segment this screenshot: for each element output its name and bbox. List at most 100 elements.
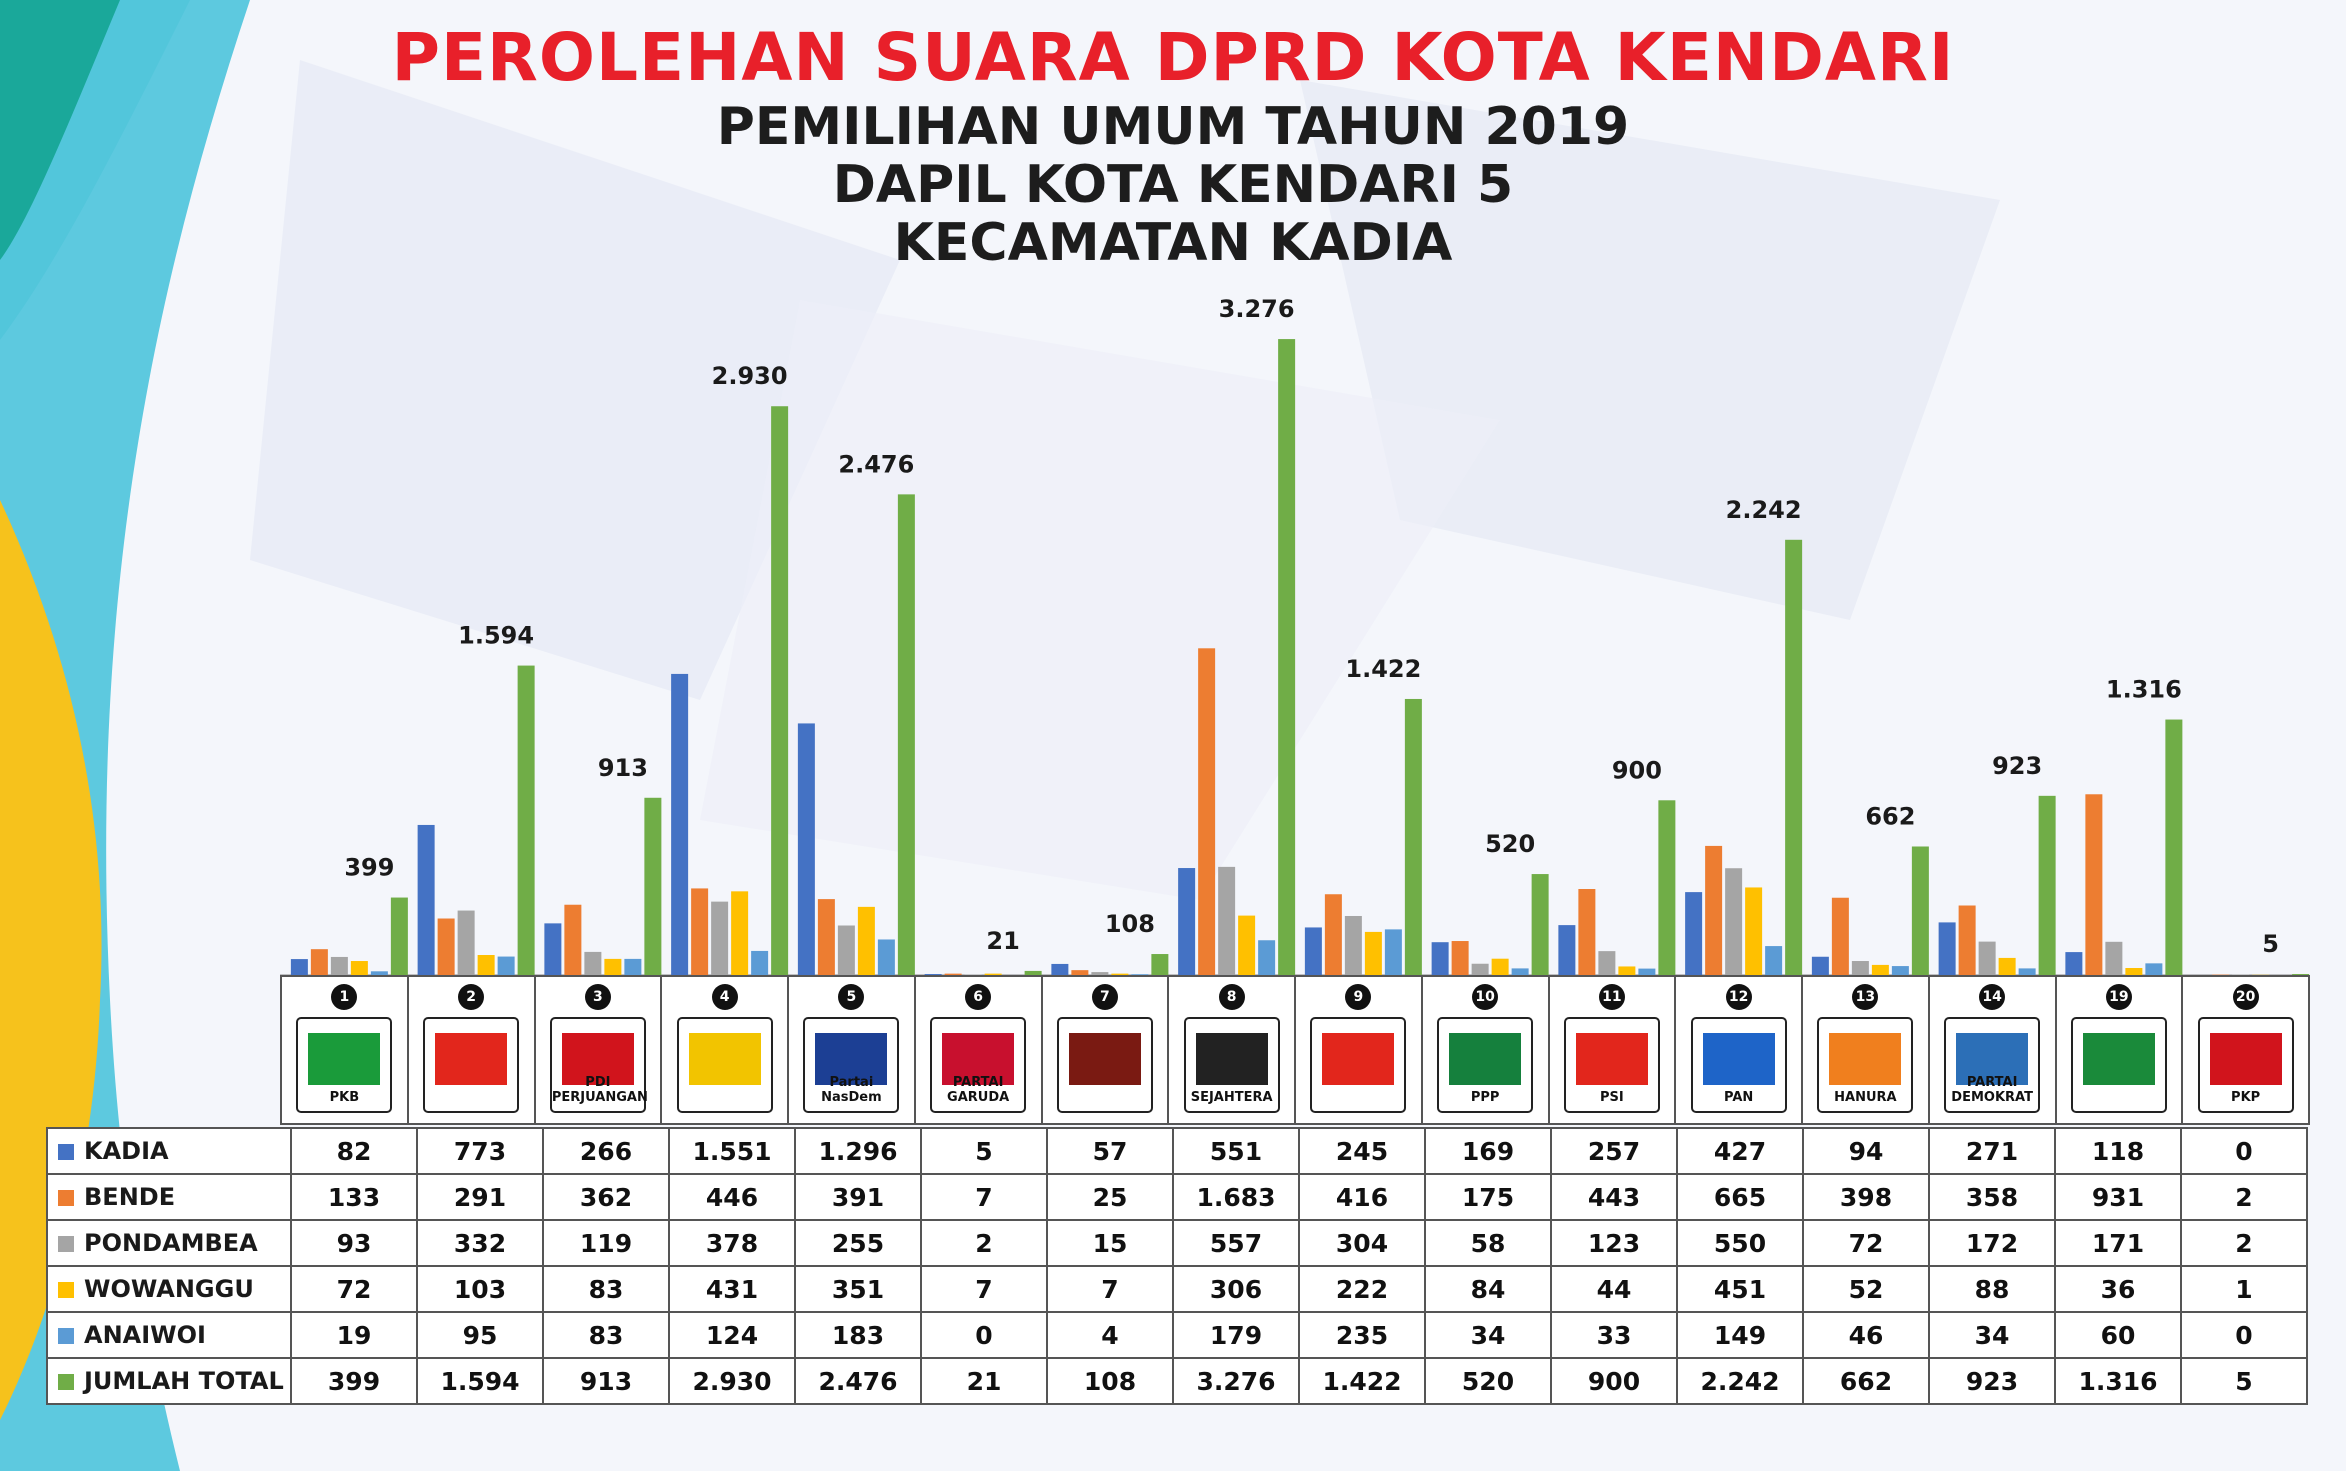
bar-pondambea-party-7 <box>1091 972 1109 975</box>
party-logo-icon <box>676 1017 773 1113</box>
table-cell: 58 <box>1424 1219 1552 1267</box>
bar-kadia-party-6 <box>924 974 942 975</box>
party-logo-cell-8: 8 SEJAHTERA <box>1167 975 1296 1125</box>
table-cell: 5 <box>920 1127 1048 1175</box>
table-cell: 399 <box>290 1357 418 1405</box>
party-emblem-icon <box>1702 1033 1775 1085</box>
bar-wowanggu-party-8 <box>1238 915 1256 975</box>
bar-wowanggu-party-12 <box>1745 887 1763 975</box>
bar-kadia-party-3 <box>544 923 562 975</box>
party-emblem-icon <box>688 1033 761 1085</box>
bar-kadia-party-12 <box>1685 892 1703 975</box>
chart-subtitle-dapil: DAPIL KOTA KENDARI 5 <box>832 155 1514 215</box>
party-logo-label: PKB <box>329 1090 360 1105</box>
table-cell: 2 <box>2180 1173 2308 1221</box>
table-row-pondambea: PONDAMBEA 93 332 119 378 255 2 15 557 304 58 123 550… <box>46 1219 2308 1267</box>
table-cell: 118 <box>2054 1127 2182 1175</box>
table-cell: 21 <box>920 1357 1048 1405</box>
table-cell: 557 <box>1172 1219 1300 1267</box>
party-logo-icon: PKB <box>296 1017 393 1113</box>
table-cell: 57 <box>1046 1127 1174 1175</box>
bar-kadia-party-13 <box>1811 956 1829 975</box>
party-number-badge: 6 <box>965 984 992 1010</box>
table-cell: 358 <box>1928 1173 2056 1221</box>
bar-wowanggu-party-2 <box>477 955 495 975</box>
party-emblem-icon <box>2082 1033 2155 1085</box>
data-label-total-party-3: 913 <box>598 754 648 782</box>
party-logo-cell-9: 9 <box>1294 975 1423 1125</box>
data-label-total-party-10: 520 <box>1485 830 1535 858</box>
table-cell: 2.476 <box>794 1357 922 1405</box>
bar-anaiwoi-party-5 <box>877 939 895 975</box>
legend-label: ANAIWOI <box>84 1321 206 1349</box>
bar-kadia-party-5 <box>797 723 815 975</box>
party-logo-cell-13: 13 HANURA <box>1801 975 1930 1125</box>
party-logo-label: SEJAHTERA <box>1190 1090 1273 1105</box>
bar-kadia-party-14 <box>1938 922 1956 975</box>
party-logo-cell-11: 11 PSI <box>1547 975 1677 1125</box>
table-cell: 255 <box>794 1219 922 1267</box>
legend-swatch-icon <box>58 1190 74 1206</box>
bar-bende-party-10 <box>1451 941 1469 975</box>
party-logo-icon: PAN <box>1690 1017 1787 1113</box>
data-label-total-party-5: 2.476 <box>838 450 914 478</box>
bar-wowanggu-party-7 <box>1111 973 1129 975</box>
bar-jumlah-total-party-8 <box>1278 339 1296 976</box>
party-logo-label: HANURA <box>1834 1090 1897 1105</box>
party-logo-icon: SEJAHTERA <box>1183 1017 1280 1113</box>
party-number-badge: 13 <box>1852 984 1879 1010</box>
bar-jumlah-total-party-12 <box>1785 539 1803 975</box>
legend-label: WOWANGGU <box>84 1275 254 1303</box>
table-cell: 0 <box>920 1311 1048 1359</box>
party-logo-icon: Partai NasDem <box>803 1017 900 1113</box>
party-emblem-icon <box>435 1033 508 1085</box>
bar-wowanggu-party-6 <box>984 973 1002 975</box>
table-cell: 2 <box>920 1219 1048 1267</box>
table-cell: 149 <box>1676 1311 1804 1359</box>
table-cell: 291 <box>416 1173 544 1221</box>
legend-entry: PONDAMBEA <box>46 1219 292 1267</box>
bar-jumlah-total-party-9 <box>1404 698 1422 975</box>
legend-swatch-icon <box>58 1144 74 1160</box>
legend-swatch-icon <box>58 1374 74 1390</box>
vote-table: KADIA 82 773 266 1.551 1.296 5 57 551 245 169 257 42… <box>46 1127 2308 1405</box>
data-label-total-party-19: 1.316 <box>2106 676 2182 704</box>
party-emblem-icon <box>1322 1033 1395 1085</box>
table-cell: 169 <box>1424 1127 1552 1175</box>
table-row-jumlah-total: JUMLAH TOTAL 399 1.594 913 2.930 2.476 21 108 3.… <box>46 1357 2308 1405</box>
bar-pondambea-party-13 <box>1851 961 1869 975</box>
party-logo-label: Partai NasDem <box>821 1075 882 1105</box>
bar-anaiwoi-party-14 <box>2018 968 2036 975</box>
data-label-total-party-2: 1.594 <box>458 622 534 650</box>
table-cell: 15 <box>1046 1219 1174 1267</box>
table-cell: 391 <box>794 1173 922 1221</box>
table-cell: 7 <box>1046 1265 1174 1313</box>
table-cell: 1 <box>2180 1265 2308 1313</box>
table-cell: 900 <box>1550 1357 1678 1405</box>
table-cell: 172 <box>1928 1219 2056 1267</box>
title-block: PEROLEHAN SUARA DPRD KOTA KENDARI PEMILI… <box>0 18 2346 272</box>
bar-pondambea-party-2 <box>457 910 475 975</box>
bar-jumlah-total-party-3 <box>644 797 662 975</box>
party-logo-cell-12: 12 PAN <box>1674 975 1803 1125</box>
table-cell: 913 <box>542 1357 670 1405</box>
party-number-badge: 12 <box>1725 984 1752 1010</box>
party-logo-cell-7: 7 <box>1040 975 1170 1125</box>
table-cell: 304 <box>1298 1219 1426 1267</box>
party-number-badge: 2 <box>458 984 485 1010</box>
bar-anaiwoi-party-9 <box>1384 929 1402 975</box>
party-logo-cell-5: 5 Partai NasDem <box>787 975 916 1125</box>
bar-kadia-party-7 <box>1051 963 1069 975</box>
bar-wowanggu-party-3 <box>604 958 622 975</box>
party-logo-icon: PKP <box>2197 1017 2294 1113</box>
data-label-total-party-11: 900 <box>1612 756 1662 784</box>
data-label-total-party-14: 923 <box>1992 752 2042 780</box>
bar-wowanggu-party-11 <box>1618 966 1636 975</box>
table-cell: 266 <box>542 1127 670 1175</box>
table-cell: 33 <box>1550 1311 1678 1359</box>
table-row-kadia: KADIA 82 773 266 1.551 1.296 5 57 551 245 169 257 42… <box>46 1127 2308 1175</box>
party-logo-icon: PARTAI GARUDA <box>930 1017 1027 1113</box>
bar-anaiwoi-party-13 <box>1891 966 1909 975</box>
bar-bende-party-12 <box>1705 845 1723 975</box>
data-label-total-party-8: 3.276 <box>1219 295 1295 323</box>
